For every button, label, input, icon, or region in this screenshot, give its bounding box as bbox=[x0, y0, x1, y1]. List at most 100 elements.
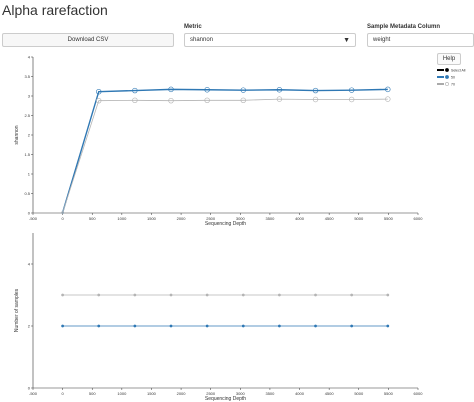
download-csv-button[interactable]: Download CSV bbox=[2, 33, 174, 47]
data-point bbox=[168, 97, 174, 104]
x-tick-label: 1000 bbox=[117, 391, 127, 396]
x-tick-label: 6000 bbox=[414, 216, 424, 221]
data-point bbox=[168, 86, 174, 93]
y-tick-label: 0 bbox=[28, 386, 31, 391]
y-axis-label: shannon bbox=[14, 125, 20, 144]
x-axis-label: Sequencing Depth bbox=[205, 396, 246, 402]
data-point bbox=[277, 293, 281, 297]
legend-label[interactable]: 70 bbox=[451, 83, 455, 87]
x-tick-label: 4000 bbox=[295, 216, 305, 221]
data-point bbox=[276, 96, 283, 102]
data-point bbox=[204, 97, 210, 103]
data-point bbox=[61, 324, 65, 328]
x-tick-label: 4000 bbox=[295, 391, 305, 396]
y-tick-label: 2.5 bbox=[24, 113, 30, 118]
y-tick-label: 3.5 bbox=[24, 74, 30, 79]
y-tick-label: 1.5 bbox=[24, 152, 30, 157]
data-point bbox=[61, 211, 64, 214]
legend-label[interactable]: Select All bbox=[451, 69, 466, 73]
x-tick-label: 1500 bbox=[147, 391, 157, 396]
x-tick-label: 6000 bbox=[414, 391, 424, 396]
metadata-column-value: weight bbox=[373, 37, 391, 43]
y-tick-label: 4 bbox=[28, 262, 31, 267]
metric-value: shannon bbox=[190, 37, 214, 43]
x-tick-label: 4500 bbox=[325, 391, 335, 396]
x-tick-label: 2500 bbox=[206, 216, 216, 221]
caret-down-icon: ▼ bbox=[343, 37, 350, 44]
chart-1: -500 0 500 1000 1500 2000 2500 3000 3500 4000 4500… bbox=[14, 55, 423, 228]
chart-2: -500 0 500 1000 1500 2000 2500 3000 3500 4000 4500… bbox=[14, 233, 423, 402]
data-point bbox=[350, 293, 354, 297]
data-point bbox=[97, 324, 101, 328]
x-tick-label: 2000 bbox=[177, 216, 187, 221]
x-tick-label: 0 bbox=[61, 391, 64, 396]
legend-swatch-dot bbox=[445, 82, 449, 86]
y-tick-label: 2 bbox=[28, 324, 31, 329]
metric-select[interactable]: shannon ▼ bbox=[184, 33, 356, 47]
x-tick-label: 3500 bbox=[265, 216, 275, 221]
data-point bbox=[96, 89, 102, 95]
data-point bbox=[385, 86, 391, 93]
metadata-column-select[interactable]: weight bbox=[367, 33, 474, 47]
x-axis-label: Sequencing Depth bbox=[205, 221, 246, 227]
x-tick-label: 2500 bbox=[206, 391, 216, 396]
data-point bbox=[314, 293, 317, 297]
x-tick-label: 5500 bbox=[384, 216, 394, 221]
legend: Select All 50 70 bbox=[437, 68, 466, 87]
x-tick-label: 5000 bbox=[354, 216, 364, 221]
data-point bbox=[276, 87, 283, 93]
data-point bbox=[96, 97, 102, 104]
y-tick-label: 0.5 bbox=[24, 191, 30, 196]
data-point bbox=[97, 293, 101, 297]
data-point bbox=[204, 87, 210, 93]
x-tick-label: 0 bbox=[61, 216, 64, 221]
y-tick-label: 3 bbox=[28, 94, 31, 99]
series-line-70 bbox=[62, 98, 388, 213]
legend-label[interactable]: 50 bbox=[451, 76, 455, 80]
data-point bbox=[132, 97, 138, 103]
data-point bbox=[350, 324, 354, 328]
data-point bbox=[312, 96, 319, 103]
y-tick-label: 4 bbox=[28, 55, 31, 60]
data-point bbox=[205, 293, 209, 297]
x-tick-label: 3500 bbox=[265, 391, 275, 396]
x-tick-label: 1000 bbox=[117, 216, 127, 221]
data-point bbox=[61, 293, 65, 297]
data-point bbox=[169, 324, 173, 328]
data-point bbox=[386, 293, 390, 297]
metadata-column-label: Sample Metadata Column bbox=[367, 24, 441, 30]
x-tick-label: 500 bbox=[89, 216, 96, 221]
x-tick-label: 2000 bbox=[177, 391, 187, 396]
data-point bbox=[241, 324, 245, 328]
data-point bbox=[386, 324, 390, 328]
legend-swatch-dot bbox=[445, 75, 449, 79]
x-tick-label: 5000 bbox=[354, 391, 364, 396]
y-axis-label: Number of samples bbox=[14, 288, 20, 332]
data-point bbox=[312, 87, 319, 94]
x-tick-label: 3000 bbox=[236, 216, 246, 221]
data-point bbox=[348, 87, 355, 93]
data-point bbox=[133, 324, 137, 328]
data-point bbox=[348, 96, 355, 103]
x-tick-label: 3000 bbox=[236, 391, 246, 396]
data-point bbox=[277, 324, 281, 328]
y-tick-label: 0 bbox=[28, 211, 31, 216]
data-point bbox=[240, 97, 246, 103]
data-point bbox=[314, 324, 317, 328]
x-tick-label: 4500 bbox=[325, 216, 335, 221]
data-point bbox=[241, 293, 245, 297]
help-button[interactable]: Help bbox=[437, 53, 461, 65]
data-point bbox=[240, 87, 246, 93]
x-tick-label: -500 bbox=[29, 216, 38, 221]
metric-label: Metric bbox=[184, 24, 202, 30]
y-tick-label: 2 bbox=[28, 133, 31, 138]
x-tick-label: 500 bbox=[89, 391, 96, 396]
legend-swatch-dot bbox=[445, 68, 449, 72]
data-point bbox=[169, 293, 173, 297]
y-tick-label: 1 bbox=[28, 172, 31, 177]
x-tick-label: -500 bbox=[29, 391, 38, 396]
data-point bbox=[132, 87, 138, 94]
data-point bbox=[385, 96, 391, 102]
series-line-50 bbox=[61, 88, 388, 213]
